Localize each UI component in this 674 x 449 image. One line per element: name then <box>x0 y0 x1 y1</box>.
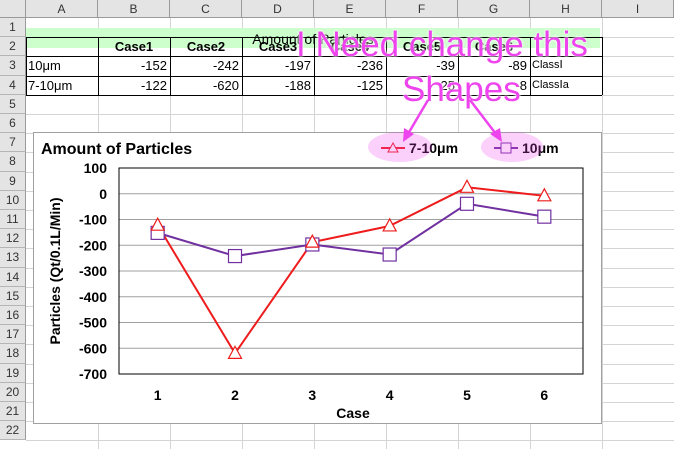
legend-label[interactable]: 7-10μm <box>409 140 458 156</box>
case-header-cell[interactable]: Case3 <box>258 39 298 55</box>
value-cell[interactable]: -242 <box>212 58 239 74</box>
column-header-H[interactable]: H <box>530 0 602 18</box>
data-point-triangle[interactable] <box>304 233 320 248</box>
data-point-triangle[interactable] <box>536 187 552 202</box>
x-tick-label: 5 <box>463 387 471 403</box>
column-header-G[interactable]: G <box>458 0 530 18</box>
case-header-cell[interactable]: Case6 <box>474 39 514 55</box>
value-cell[interactable]: 25 <box>440 77 455 93</box>
row-header-2[interactable]: 2 <box>0 37 26 57</box>
row-header-20[interactable]: 20 <box>0 382 26 402</box>
x-tick-label: 3 <box>308 387 316 403</box>
row-header-3[interactable]: 3 <box>0 56 26 76</box>
data-point-square[interactable] <box>459 196 475 211</box>
row-header-5[interactable]: 5 <box>0 94 26 114</box>
series-line-0[interactable] <box>156 186 545 356</box>
annotation-line2: Shapes <box>402 70 521 109</box>
row-header-17[interactable]: 17 <box>0 325 26 345</box>
y-axis-title[interactable]: Particles (Qt/0.1L/Min) <box>47 197 63 344</box>
data-point-triangle[interactable] <box>150 216 166 231</box>
data-point-triangle[interactable] <box>382 217 398 232</box>
legend-label[interactable]: 10μm <box>522 140 559 156</box>
y-tick-label: -100 <box>79 212 107 228</box>
row-header-16[interactable]: 16 <box>0 306 26 326</box>
legend-marker-triangle <box>387 141 399 153</box>
y-tick-label: -400 <box>79 289 107 305</box>
plot-area[interactable] <box>118 167 584 375</box>
data-point-triangle[interactable] <box>459 179 475 193</box>
value-cell[interactable]: -236 <box>356 58 383 74</box>
annotation-line1: I Need change this <box>296 25 588 64</box>
case-header-cell[interactable]: Case1 <box>114 39 154 55</box>
y-tick-label: 100 <box>84 160 108 176</box>
y-tick-label: -300 <box>79 263 107 279</box>
select-all-corner[interactable] <box>0 0 26 18</box>
x-tick-label: 4 <box>386 387 394 403</box>
column-header-B[interactable]: B <box>98 0 170 18</box>
x-tick-label: 6 <box>540 387 548 403</box>
y-tick-label: -700 <box>79 366 107 382</box>
data-point-square[interactable] <box>382 247 397 262</box>
row-header-1[interactable]: 1 <box>0 18 26 38</box>
column-header-C[interactable]: C <box>170 0 242 18</box>
class-cell[interactable]: ClassⅠa <box>532 78 569 91</box>
y-tick-label: -600 <box>79 340 107 356</box>
y-tick-label: 0 <box>99 186 107 202</box>
row-header-21[interactable]: 21 <box>0 402 26 422</box>
column-header-D[interactable]: D <box>242 0 314 18</box>
value-cell[interactable]: -8 <box>515 77 527 93</box>
row-header-8[interactable]: 8 <box>0 152 26 172</box>
x-axis-title[interactable]: Case <box>336 405 370 421</box>
row-label-cell[interactable]: 7-10μm <box>28 77 73 93</box>
row-header-22[interactable]: 22 <box>0 421 26 441</box>
value-cell[interactable]: -122 <box>140 77 167 93</box>
row-header-6[interactable]: 6 <box>0 114 26 134</box>
row-header-14[interactable]: 14 <box>0 267 26 287</box>
row-header-11[interactable]: 11 <box>0 210 26 230</box>
y-tick-label: -500 <box>79 315 107 331</box>
row-label-cell[interactable]: 10μm <box>28 58 61 74</box>
row-header-12[interactable]: 12 <box>0 229 26 249</box>
x-tick-label: 2 <box>231 387 239 403</box>
data-point-square[interactable] <box>227 248 243 264</box>
row-header-18[interactable]: 18 <box>0 344 26 364</box>
table-title-cell[interactable]: Amount of Particles <box>252 31 374 47</box>
row-header-10[interactable]: 10 <box>0 190 26 210</box>
legend-marker-square <box>500 142 512 154</box>
row-header-15[interactable]: 15 <box>0 286 26 306</box>
chart-title[interactable]: Amount of Particles <box>41 141 192 158</box>
case-header-cell[interactable]: Case5 <box>402 39 442 55</box>
data-point-triangle[interactable] <box>227 345 243 359</box>
column-header-E[interactable]: E <box>314 0 386 18</box>
case-header-cell[interactable]: Case2 <box>186 39 226 55</box>
y-tick-label: -200 <box>79 237 107 253</box>
column-header-I[interactable]: I <box>602 0 674 18</box>
row-header-13[interactable]: 13 <box>0 248 26 268</box>
value-cell[interactable]: -197 <box>284 58 311 74</box>
value-cell[interactable]: -89 <box>508 58 527 74</box>
row-header-19[interactable]: 19 <box>0 363 26 383</box>
value-cell[interactable]: -152 <box>140 58 167 74</box>
value-cell[interactable]: -620 <box>212 77 239 93</box>
row-header-9[interactable]: 9 <box>0 171 26 191</box>
column-header-F[interactable]: F <box>386 0 458 18</box>
row-header-7[interactable]: 7 <box>0 133 26 153</box>
row-header-4[interactable]: 4 <box>0 75 26 95</box>
chart-svg: 100 0 -100 -200 -300 -400 -500 -600 -700 1 2 3 4 5 6 Am… <box>41 140 584 421</box>
class-cell[interactable]: ClassⅠ <box>532 59 563 72</box>
particle-chart[interactable]: 100 0 -100 -200 -300 -400 -500 -600 -700 1 2 3 4 5 6 Am… <box>33 132 602 424</box>
case-header-cell[interactable]: Case4 <box>330 39 370 55</box>
value-cell[interactable]: -125 <box>356 77 383 93</box>
value-cell[interactable]: -188 <box>284 77 311 93</box>
data-point-square[interactable] <box>537 209 552 224</box>
column-header-A[interactable]: A <box>26 0 98 18</box>
x-tick-label: 1 <box>154 387 162 403</box>
value-cell[interactable]: -39 <box>436 58 455 74</box>
series-line-1[interactable] <box>157 202 545 258</box>
